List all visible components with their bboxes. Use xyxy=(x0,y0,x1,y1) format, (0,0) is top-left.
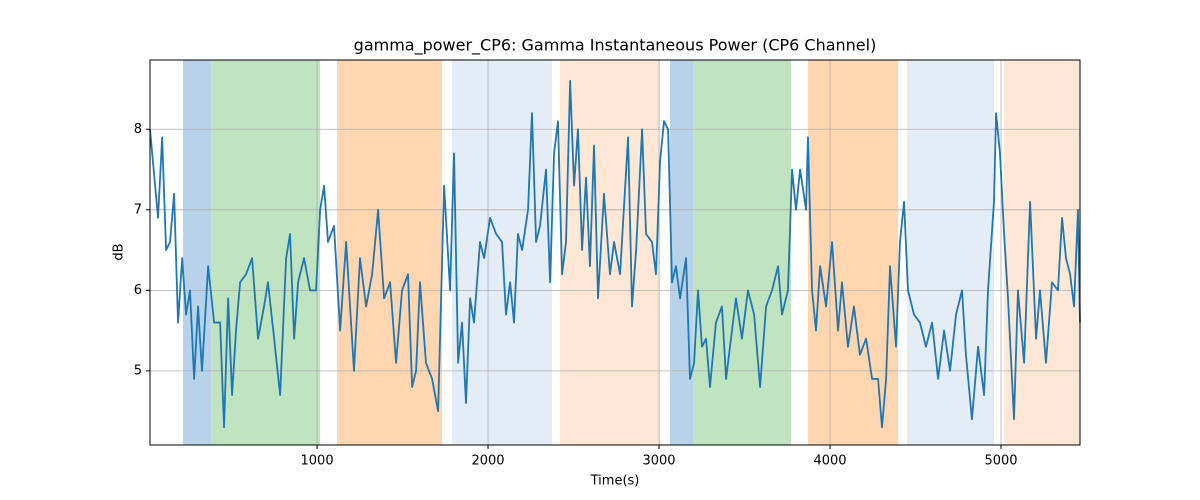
plot-frame xyxy=(149,59,1081,446)
y-tick-label: 6 xyxy=(134,283,142,298)
y-axis-label: dB xyxy=(112,243,127,260)
x-axis-label: Time(s) xyxy=(590,474,640,489)
x-tick-label: 1000 xyxy=(301,454,334,469)
shaded-span xyxy=(669,60,694,445)
chart-title: gamma_power_CP6: Gamma Instantaneous Pow… xyxy=(354,36,877,56)
x-tick-label: 4000 xyxy=(813,454,846,469)
y-tick-label: 7 xyxy=(134,202,142,217)
shaded-span xyxy=(560,60,661,445)
shaded-span xyxy=(211,60,321,445)
x-tick-label: 2000 xyxy=(471,454,504,469)
shaded-span xyxy=(693,60,792,445)
y-tick-label: 8 xyxy=(134,122,142,137)
y-tick-label: 5 xyxy=(134,363,142,378)
shaded-span xyxy=(337,60,443,445)
shaded-span xyxy=(906,60,994,445)
shaded-span xyxy=(807,60,899,445)
x-tick-label: 5000 xyxy=(984,454,1017,469)
shaded-span xyxy=(1004,60,1080,445)
x-tick-label: 3000 xyxy=(642,454,675,469)
shaded-span xyxy=(183,60,212,445)
data-line xyxy=(149,80,1081,429)
